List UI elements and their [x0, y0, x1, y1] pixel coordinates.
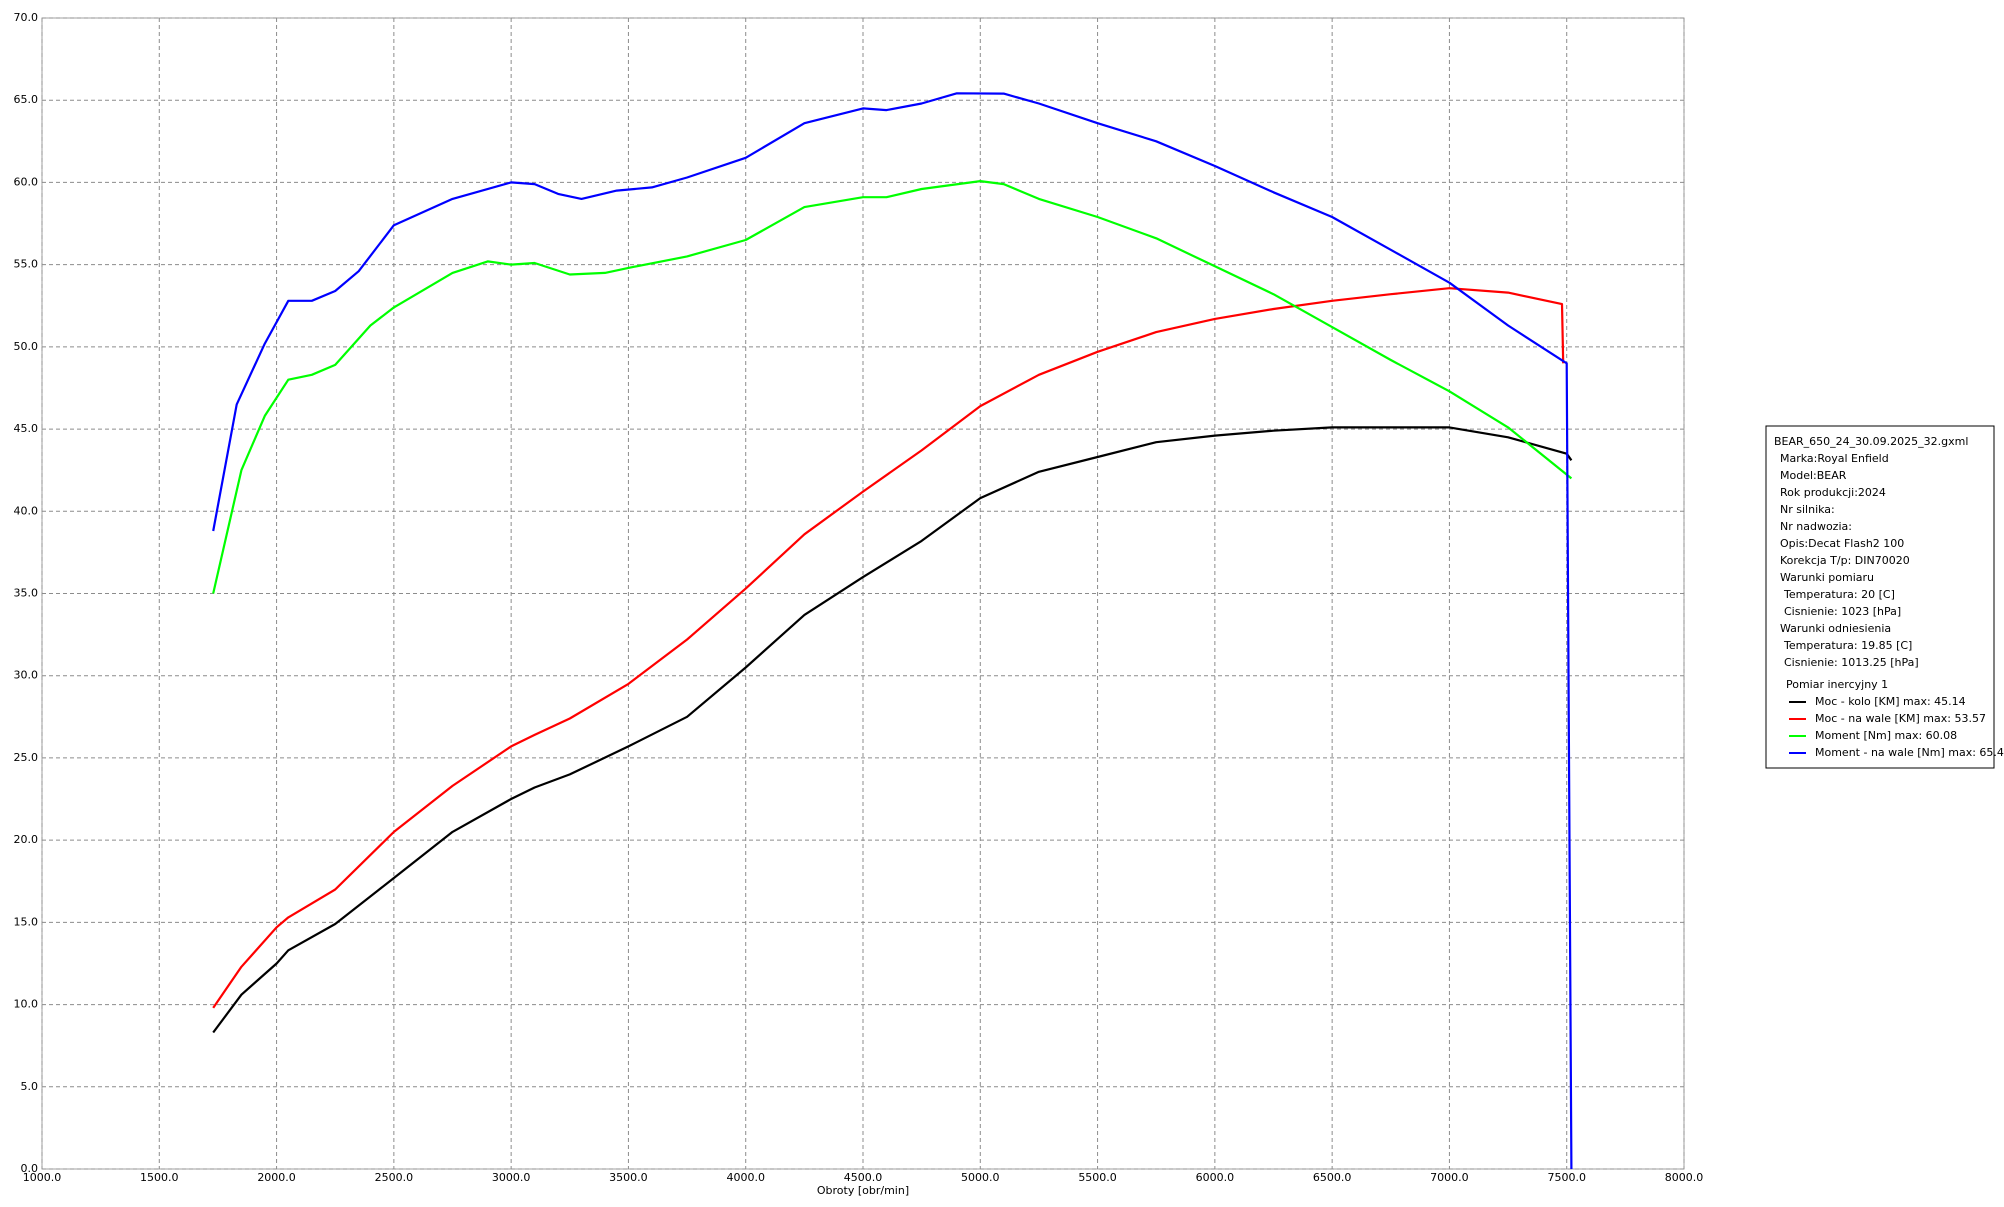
- x-tick-label: 2000.0: [257, 1171, 296, 1184]
- data-line: [212, 287, 1565, 1009]
- legend-label: Moment - na wale [Nm] max: 65.42: [1815, 746, 2004, 759]
- legend-info: Nr silnika:: [1780, 503, 1835, 516]
- legend-subtitle: Pomiar inercyjny 1: [1786, 678, 1888, 691]
- data-line: [212, 92, 1573, 1170]
- y-tick-label: 40.0: [14, 504, 39, 517]
- x-tick-label: 2500.0: [375, 1171, 414, 1184]
- x-tick-label: 5500.0: [1078, 1171, 1117, 1184]
- legend-info: Warunki pomiaru: [1780, 571, 1874, 584]
- x-tick-label: 3000.0: [492, 1171, 531, 1184]
- y-tick-label: 0.0: [21, 1162, 39, 1175]
- legend-label: Moc - kolo [KM] max: 45.14: [1815, 695, 1966, 708]
- x-tick-label: 7000.0: [1430, 1171, 1469, 1184]
- x-tick-label: 6000.0: [1196, 1171, 1235, 1184]
- y-tick-label: 5.0: [21, 1080, 39, 1093]
- x-tick-label: 7500.0: [1547, 1171, 1586, 1184]
- legend-info: Temperatura: 19.85 [C]: [1783, 639, 1912, 652]
- legend-info: Nr nadwozia:: [1780, 520, 1852, 533]
- y-tick-label: 55.0: [14, 258, 39, 271]
- legend-box: [1765, 425, 1995, 769]
- legend-title: BEAR_650_24_30.09.2025_32.gxml: [1774, 435, 1968, 448]
- legend-info: Warunki odniesienia: [1780, 622, 1891, 635]
- x-tick-label: 4000.0: [726, 1171, 765, 1184]
- legend-info: Korekcja T/p: DIN70020: [1780, 554, 1910, 567]
- x-axis-label: Obroty [obr/min]: [817, 1184, 909, 1197]
- legend-info: Cisnienie: 1013.25 [hPa]: [1784, 656, 1919, 669]
- y-tick-label: 10.0: [14, 998, 39, 1011]
- x-tick-label: 5000.0: [961, 1171, 1000, 1184]
- y-tick-label: 70.0: [14, 11, 39, 24]
- x-tick-label: 6500.0: [1313, 1171, 1352, 1184]
- x-tick-label: 3500.0: [609, 1171, 648, 1184]
- legend-info: Rok produkcji:2024: [1780, 486, 1886, 499]
- y-tick-label: 35.0: [14, 587, 39, 600]
- legend-info: Temperatura: 20 [C]: [1783, 588, 1895, 601]
- y-tick-label: 30.0: [14, 669, 39, 682]
- x-tick-label: 4500.0: [844, 1171, 883, 1184]
- legend-label: Moment [Nm] max: 60.08: [1815, 729, 1957, 742]
- y-tick-label: 65.0: [14, 93, 39, 106]
- x-tick-label: 1500.0: [140, 1171, 179, 1184]
- legend-info: Opis:Decat Flash2 100: [1780, 537, 1904, 550]
- data-line: [212, 180, 1573, 594]
- x-tick-label: 8000.0: [1665, 1171, 1704, 1184]
- legend-info: Marka:Royal Enfield: [1780, 452, 1889, 465]
- y-tick-label: 20.0: [14, 833, 39, 846]
- y-tick-label: 25.0: [14, 751, 39, 764]
- x-tick-label: 1000.0: [23, 1171, 62, 1184]
- y-tick-label: 50.0: [14, 340, 39, 353]
- y-tick-label: 45.0: [14, 422, 39, 435]
- y-tick-label: 15.0: [14, 915, 39, 928]
- y-tick-label: 60.0: [14, 175, 39, 188]
- legend-label: Moc - na wale [KM] max: 53.57: [1815, 712, 1986, 725]
- data-line: [212, 426, 1573, 1034]
- legend-info: Cisnienie: 1023 [hPa]: [1784, 605, 1901, 618]
- legend-info: Model:BEAR: [1780, 469, 1847, 482]
